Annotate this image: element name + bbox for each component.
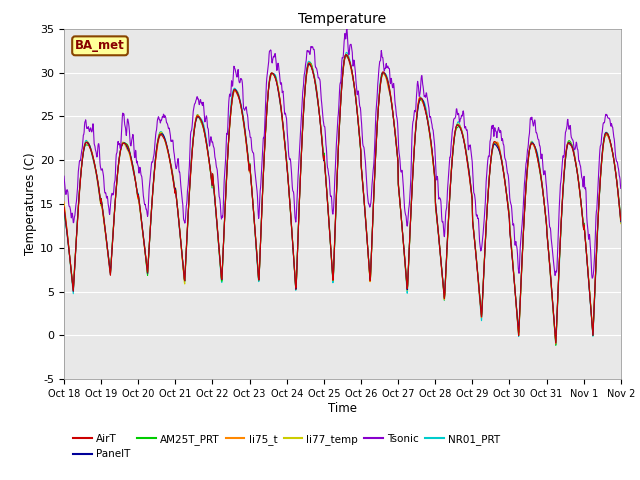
Text: BA_met: BA_met	[75, 39, 125, 52]
Legend: AirT, PanelT, AM25T_PRT, li75_t, li77_temp, Tsonic, NR01_PRT: AirT, PanelT, AM25T_PRT, li75_t, li77_te…	[69, 430, 504, 464]
Title: Temperature: Temperature	[298, 12, 387, 26]
Y-axis label: Temperatures (C): Temperatures (C)	[24, 153, 37, 255]
X-axis label: Time: Time	[328, 402, 357, 415]
